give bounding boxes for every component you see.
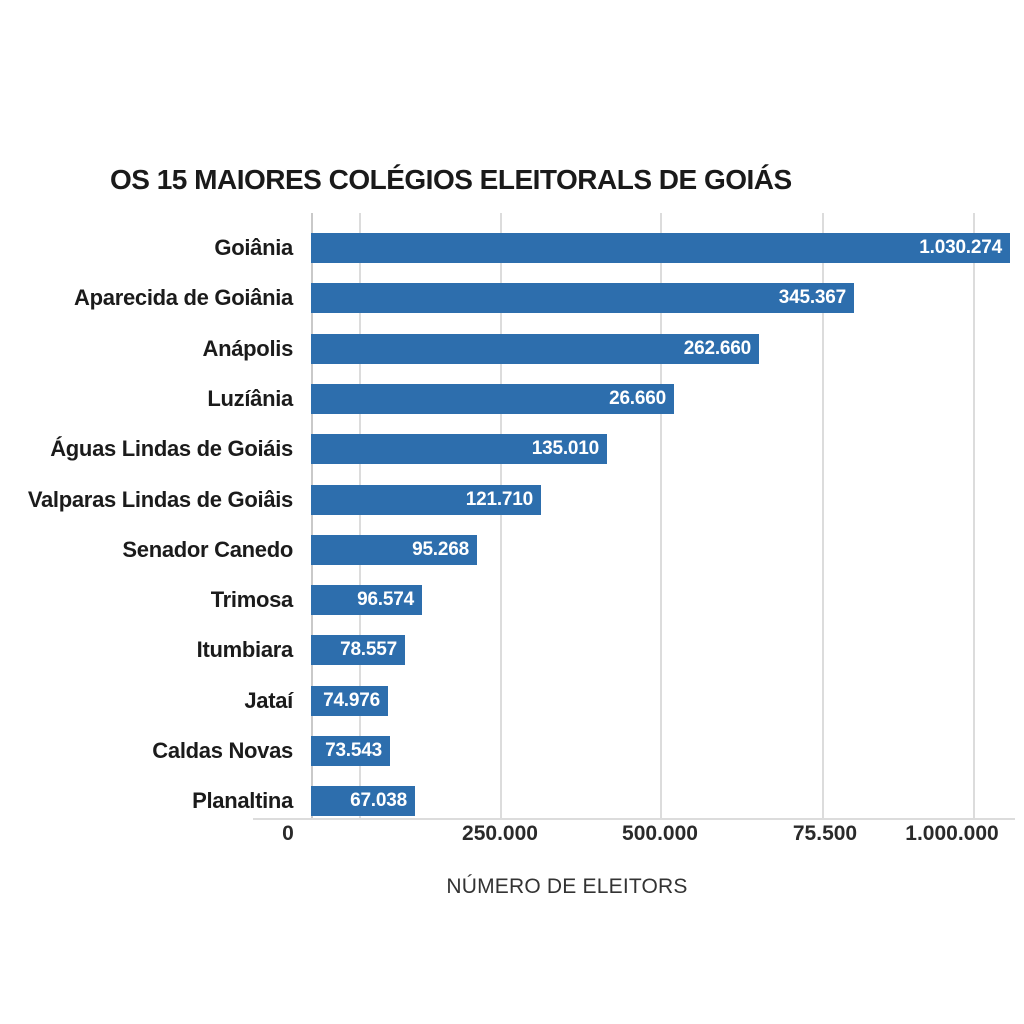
bar: 95.268 bbox=[311, 534, 477, 565]
bar-row: Aparecida de Goiânia 345.367 bbox=[0, 273, 1024, 323]
bar-row: Luzíânia 26.660 bbox=[0, 374, 1024, 424]
bar: 121.710 bbox=[311, 484, 541, 515]
bar-value-label: 74.976 bbox=[323, 689, 380, 711]
bar-row: Itumbiara 78.557 bbox=[0, 625, 1024, 675]
gridline bbox=[500, 213, 502, 820]
category-label: Aparecida de Goiânia bbox=[74, 285, 293, 311]
bar: 345.367 bbox=[311, 283, 854, 314]
category-label: Goiânia bbox=[214, 235, 293, 260]
category-label: Itumbiara bbox=[196, 637, 294, 663]
category-label: Valparas Lindas de Goiâis bbox=[27, 486, 293, 512]
gridline bbox=[660, 213, 662, 820]
bar: 96.574 bbox=[311, 585, 422, 616]
bar: 1.030.274 bbox=[311, 233, 1010, 263]
bar-value-label: 67.038 bbox=[350, 790, 407, 812]
category-label: Luzíânia bbox=[207, 385, 293, 411]
bar-row: Planaltina 67.038 bbox=[0, 776, 1024, 826]
gridline bbox=[973, 213, 975, 820]
category-label: Jataí bbox=[244, 687, 293, 713]
bar: 78.557 bbox=[311, 635, 405, 666]
bar-row: Caldas Novas 73.543 bbox=[0, 726, 1024, 776]
y-axis-line bbox=[311, 213, 313, 820]
category-label: Senador Canedo bbox=[122, 536, 293, 562]
bar-value-label: 78.557 bbox=[340, 639, 397, 661]
bar: 135.010 bbox=[311, 434, 607, 465]
bar-row: Anápolis 262.660 bbox=[0, 324, 1024, 374]
bar-value-label: 1.030.274 bbox=[919, 237, 1002, 258]
x-tick-label: 1.000.000 bbox=[905, 822, 999, 845]
x-tick-label: 250.000 bbox=[462, 822, 538, 845]
bar-value-label: 121.710 bbox=[465, 488, 533, 510]
bar-row: Goiânia 1.030.274 bbox=[0, 223, 1024, 273]
x-tick-label: 0 bbox=[282, 822, 294, 845]
plot-area bbox=[0, 213, 1024, 820]
bar: 26.660 bbox=[311, 383, 674, 414]
category-label: Caldas Novas bbox=[152, 738, 293, 763]
x-tick-label: 75.500 bbox=[792, 822, 858, 845]
category-label: Anápolis bbox=[202, 335, 294, 361]
bar-value-label: 262.660 bbox=[683, 337, 751, 359]
category-label: Planaltina bbox=[192, 788, 293, 814]
bar: 262.660 bbox=[311, 333, 759, 364]
gridline bbox=[359, 213, 361, 820]
bar: 73.543 bbox=[311, 736, 390, 766]
gridline bbox=[822, 213, 824, 820]
bar-value-label: 96.574 bbox=[357, 589, 414, 611]
bar-value-label: 73.543 bbox=[325, 740, 382, 761]
x-axis-line bbox=[253, 818, 1015, 820]
bar-value-label: 95.268 bbox=[412, 538, 469, 560]
bar: 74.976 bbox=[311, 685, 388, 716]
x-axis-title: NÚMERO DE ELEITORS bbox=[446, 875, 688, 898]
bar-value-label: 26.660 bbox=[609, 387, 666, 409]
bar-value-label: 135.010 bbox=[531, 438, 599, 460]
bar-row: Águas Lindas de Goiáis 135.010 bbox=[0, 424, 1024, 474]
bar-row: Valparas Lindas de Goiâis 121.710 bbox=[0, 475, 1024, 525]
chart-title: OS 15 MAIORES COLÉGIOS ELEITORALS DE GOI… bbox=[110, 164, 792, 195]
bar-row: Trimosa 96.574 bbox=[0, 575, 1024, 625]
bars-region: Goiânia 1.030.274 Aparecida de Goiânia 345.… bbox=[0, 213, 1024, 820]
bar-row: Jataí 74.976 bbox=[0, 676, 1024, 726]
category-label: Trimosa bbox=[210, 587, 294, 613]
bar-value-label: 345.367 bbox=[778, 287, 846, 309]
x-tick-label: 500.000 bbox=[622, 822, 698, 845]
bar: 67.038 bbox=[311, 786, 415, 817]
bar-row: Senador Canedo 95.268 bbox=[0, 525, 1024, 575]
category-label: Águas Lindas de Goiáis bbox=[50, 436, 293, 462]
